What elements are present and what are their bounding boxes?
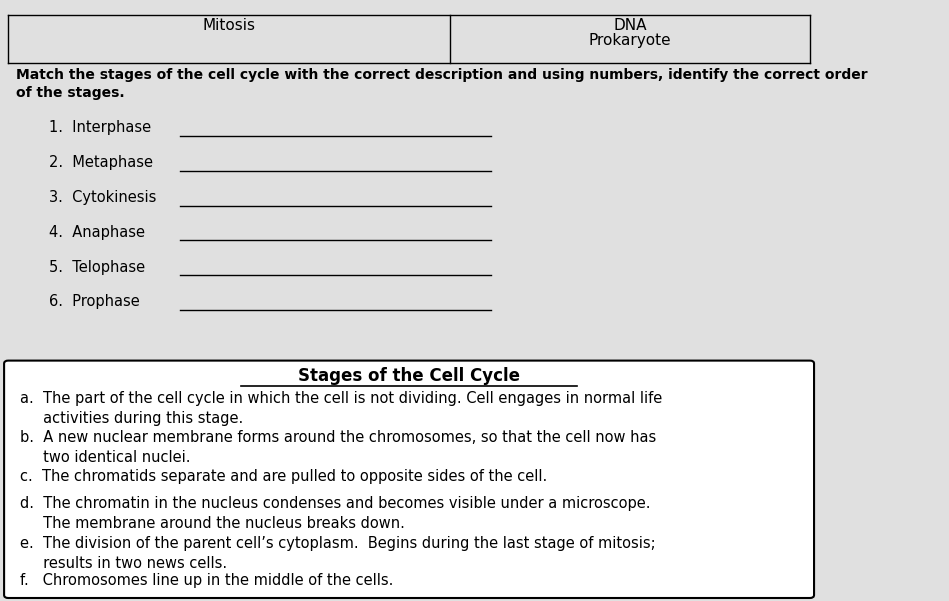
- Text: Mitosis: Mitosis: [202, 18, 255, 33]
- Text: 2.  Metaphase: 2. Metaphase: [49, 155, 153, 170]
- Text: 6.  Prophase: 6. Prophase: [49, 294, 140, 310]
- Text: 5.  Telophase: 5. Telophase: [49, 260, 145, 275]
- Text: Match the stages of the cell cycle with the correct description and using number: Match the stages of the cell cycle with …: [16, 68, 868, 100]
- Text: 3.  Cytokinesis: 3. Cytokinesis: [49, 190, 157, 205]
- Text: f.   Chromosomes line up in the middle of the cells.: f. Chromosomes line up in the middle of …: [21, 573, 394, 588]
- Text: d.  The chromatin in the nucleus condenses and becomes visible under a microscop: d. The chromatin in the nucleus condense…: [21, 496, 651, 531]
- Text: 4.  Anaphase: 4. Anaphase: [49, 225, 145, 240]
- Text: Stages of the Cell Cycle: Stages of the Cell Cycle: [298, 367, 520, 385]
- Text: a.  The part of the cell cycle in which the cell is not dividing. Cell engages i: a. The part of the cell cycle in which t…: [21, 391, 662, 426]
- Text: b.  A new nuclear membrane forms around the chromosomes, so that the cell now ha: b. A new nuclear membrane forms around t…: [21, 430, 657, 465]
- Text: Prokaryote: Prokaryote: [588, 33, 671, 48]
- Text: e.  The division of the parent cell’s cytoplasm.  Begins during the last stage o: e. The division of the parent cell’s cyt…: [21, 536, 656, 572]
- Text: 1.  Interphase: 1. Interphase: [49, 120, 151, 135]
- Text: DNA: DNA: [613, 18, 646, 33]
- Text: c.  The chromatids separate and are pulled to opposite sides of the cell.: c. The chromatids separate and are pulle…: [21, 469, 548, 484]
- FancyBboxPatch shape: [4, 361, 814, 598]
